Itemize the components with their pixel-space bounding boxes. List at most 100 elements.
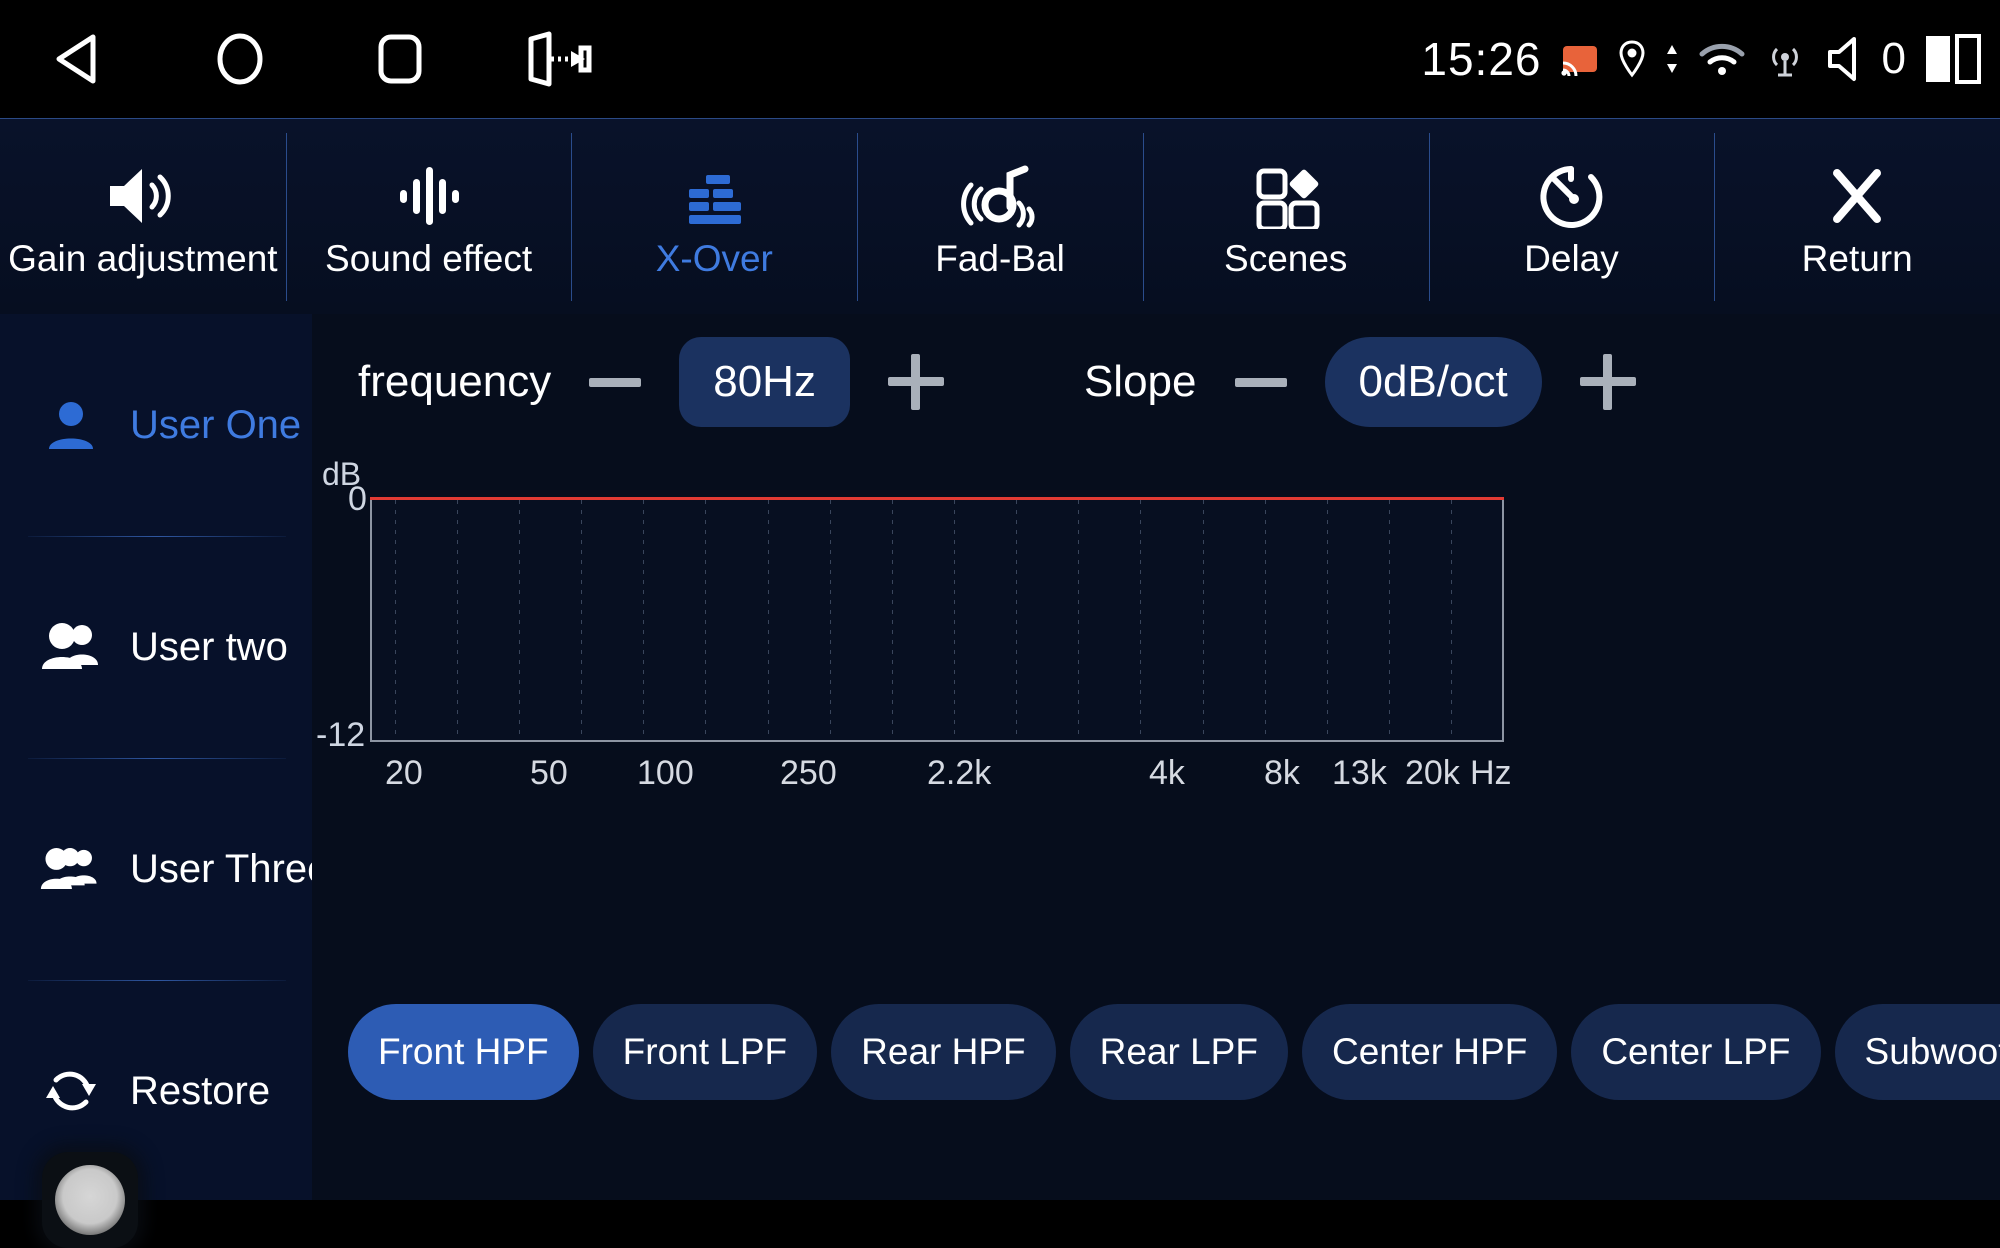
status-clock: 15:26 <box>1421 33 1542 85</box>
filter-button-row: Front HPF Front LPF Rear HPF Rear LPF Ce… <box>348 1004 2000 1100</box>
grid-line <box>891 500 893 740</box>
grid-line <box>394 500 396 740</box>
grid-line <box>767 500 769 740</box>
back-button[interactable] <box>0 0 160 118</box>
plus-icon <box>887 354 944 410</box>
grid-line <box>953 500 955 740</box>
data-transfer-icon <box>1664 41 1680 77</box>
sidebar-item-label: User Three <box>130 846 330 891</box>
grid-line <box>456 500 458 740</box>
home-circle-icon <box>217 33 263 85</box>
x-axis-tick: 20 <box>385 754 423 792</box>
frequency-minus-button[interactable] <box>589 377 642 387</box>
recents-button[interactable] <box>320 0 480 118</box>
filter-button-rear-hpf[interactable]: Rear HPF <box>831 1004 1056 1100</box>
tab-label: Fad-Bal <box>935 238 1065 279</box>
cast-icon <box>1560 42 1600 76</box>
assistive-touch-ball[interactable] <box>42 1152 138 1248</box>
two-persons-icon <box>40 619 102 675</box>
grid-line <box>1140 500 1142 740</box>
filter-button-center-hpf[interactable]: Center HPF <box>1301 1004 1558 1100</box>
x-axis-tick: 50 <box>530 754 568 792</box>
slope-control: Slope 0dB/oct <box>1084 337 1636 427</box>
tab-label: Gain adjustment <box>8 238 278 279</box>
three-persons-icon <box>40 841 102 897</box>
sidebar-item-restore[interactable]: Restore <box>0 980 312 1202</box>
filter-button-front-lpf[interactable]: Front LPF <box>592 1004 818 1100</box>
filter-button-rear-lpf[interactable]: Rear LPF <box>1069 1004 1288 1100</box>
minus-icon <box>1234 377 1287 387</box>
speaker-waves-icon <box>102 155 184 229</box>
back-triangle-icon <box>56 34 96 84</box>
user-preset-sidebar: User One User two <box>0 314 329 1248</box>
grid-line <box>643 500 645 740</box>
filter-button-subwoofer[interactable]: Subwoofer.. <box>1834 1004 2000 1100</box>
grid-line <box>1202 500 1204 740</box>
tab-x-over[interactable]: X-Over <box>571 119 857 315</box>
slope-label: Slope <box>1083 357 1197 406</box>
navigation-buttons <box>0 0 640 118</box>
tab-label: X-Over <box>655 238 773 279</box>
location-pin-icon <box>1618 39 1646 79</box>
split-screen-icon <box>1924 33 1982 85</box>
grid-line <box>705 500 707 740</box>
filter-button-front-hpf[interactable]: Front HPF <box>348 1004 579 1100</box>
grid-line <box>1326 500 1328 740</box>
frequency-response-graph: dB 0 -12 <box>312 456 2000 934</box>
frequency-control: frequency 80Hz <box>358 337 944 427</box>
recents-square-icon <box>378 34 422 84</box>
system-icons: 15:26 <box>1421 0 1982 118</box>
slope-value[interactable]: 0dB/oct <box>1324 337 1542 427</box>
hotspot-icon <box>1764 38 1806 80</box>
audio-toolbar: Gain adjustment Sound effect <box>0 118 2000 316</box>
y-axis-tick-bottom: -12 <box>316 716 366 754</box>
equalizer-bars-icon <box>673 155 755 229</box>
response-curve <box>370 497 1504 500</box>
frequency-value[interactable]: 80Hz <box>679 337 850 427</box>
sidebar-item-label: User two <box>130 624 288 669</box>
x-axis-unit-label: Hz <box>1470 754 1512 792</box>
slope-minus-button[interactable] <box>1234 377 1287 387</box>
waveform-icon <box>388 155 470 229</box>
filter-button-center-lpf[interactable]: Center LPF <box>1571 1004 1821 1100</box>
sidebar-item-user-one[interactable]: User One <box>0 314 312 536</box>
slope-plus-button[interactable] <box>1579 354 1636 410</box>
volume-icon <box>1824 35 1868 83</box>
wifi-icon <box>1698 40 1746 78</box>
grid-line <box>1078 500 1080 740</box>
assistive-touch-ring <box>55 1165 125 1235</box>
grid-line <box>1451 500 1453 740</box>
tab-fad-bal[interactable]: Fad-Bal <box>857 119 1143 315</box>
x-axis-tick: 100 <box>637 754 694 792</box>
tab-delay[interactable]: Delay <box>1428 119 1715 315</box>
tab-return[interactable]: Return <box>1714 119 2000 315</box>
y-axis-tick-top: 0 <box>348 480 367 518</box>
grid-line <box>1016 500 1018 740</box>
home-button[interactable] <box>160 0 320 118</box>
tab-label: Sound effect <box>325 238 533 279</box>
minus-icon <box>589 377 642 387</box>
sidebar-item-label: Restore <box>130 1068 271 1113</box>
y-axis-unit-label: dB <box>322 456 362 492</box>
sidebar-item-user-two[interactable]: User two <box>0 536 312 758</box>
tab-label: Scenes <box>1224 238 1348 279</box>
graph-plot-area[interactable] <box>370 497 1504 742</box>
grid-line <box>829 500 831 740</box>
close-x-icon <box>1816 155 1898 229</box>
x-axis-tick: 13k <box>1332 754 1387 792</box>
music-note-waves-icon <box>955 155 1045 229</box>
crossover-controls: frequency 80Hz Slope 0dB/oct <box>312 322 2000 442</box>
switch-app-button[interactable] <box>480 0 640 118</box>
grid-line <box>1389 500 1390 740</box>
tab-scenes[interactable]: Scenes <box>1142 119 1429 315</box>
frequency-label: frequency <box>358 357 552 406</box>
x-axis-tick: 20k <box>1405 754 1460 792</box>
tab-sound-effect[interactable]: Sound effect <box>285 119 572 315</box>
android-status-bar: 15:26 <box>0 0 2000 118</box>
grid-line <box>581 500 583 740</box>
refresh-restore-icon <box>40 1062 102 1120</box>
tab-gain-adjustment[interactable]: Gain adjustment <box>0 119 286 315</box>
frequency-plus-button[interactable] <box>887 354 944 410</box>
sidebar-item-user-three[interactable]: User Three <box>0 758 329 980</box>
